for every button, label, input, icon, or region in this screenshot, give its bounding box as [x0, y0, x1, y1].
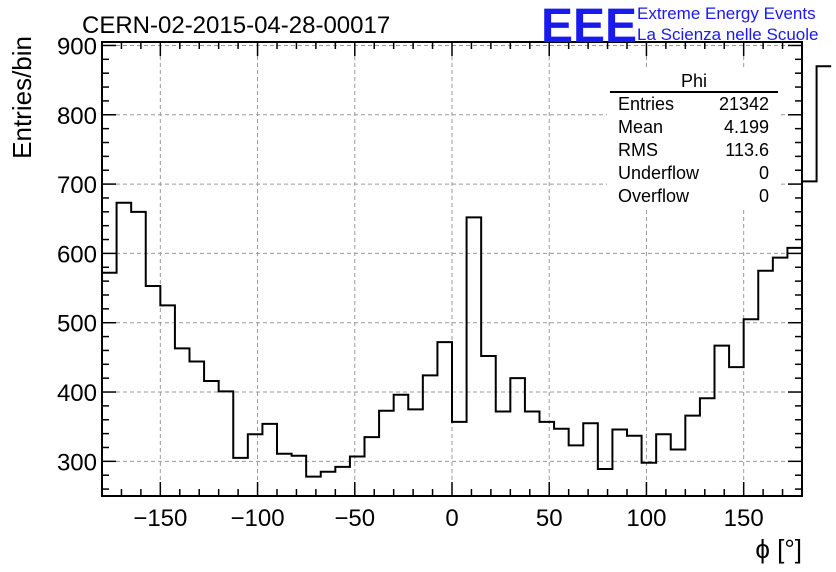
y-tick-label: 700: [57, 172, 97, 199]
y-tick-label: 300: [57, 449, 97, 476]
stats-label: Mean: [618, 117, 663, 137]
stats-value: 4.199: [724, 117, 769, 137]
x-tick-label: −50: [334, 505, 375, 532]
axis-ticks: −150 −100 −50 0 50 100 150 300 400 500 600 700 800 90…: [57, 33, 803, 532]
x-tick-label: 100: [626, 505, 666, 532]
stats-value: 113.6: [725, 140, 769, 160]
x-tick-label: −100: [231, 505, 285, 532]
y-tick-label: 900: [57, 33, 97, 60]
stats-label: RMS: [618, 140, 658, 160]
y-axis-label: Entries/bin: [7, 36, 37, 159]
stats-value: 0: [759, 186, 769, 206]
x-tick-label: 0: [445, 505, 458, 532]
eee-logo: EEE Extreme Energy Events La Scienza nel…: [541, 0, 818, 53]
x-tick-label: −150: [133, 505, 187, 532]
y-tick-label: 600: [57, 241, 97, 268]
eee-line-2: La Scienza nelle Scuole: [637, 25, 818, 44]
stats-value: 0: [759, 163, 769, 183]
eee-line-1: Extreme Energy Events: [637, 4, 816, 23]
stats-label: Overflow: [618, 186, 690, 206]
stats-title: Phi: [681, 71, 707, 91]
stats-box: Phi Entries 21342 Mean 4.199 RMS 113.6 Underfl…: [607, 68, 779, 208]
x-tick-label: 150: [724, 505, 764, 532]
eee-logo-text: EEE: [541, 0, 637, 53]
y-tick-label: 500: [57, 311, 97, 338]
chart-title: CERN-02-2015-04-28-00017: [82, 12, 390, 39]
stats-label: Underflow: [618, 163, 700, 183]
y-tick-label: 400: [57, 380, 97, 407]
stats-value: 21342: [719, 94, 769, 114]
y-tick-label: 800: [57, 103, 97, 130]
stats-label: Entries: [618, 94, 674, 114]
x-tick-label: 50: [536, 505, 563, 532]
x-axis-label: ϕ [°]: [755, 534, 802, 564]
histogram-line: [102, 65, 832, 478]
